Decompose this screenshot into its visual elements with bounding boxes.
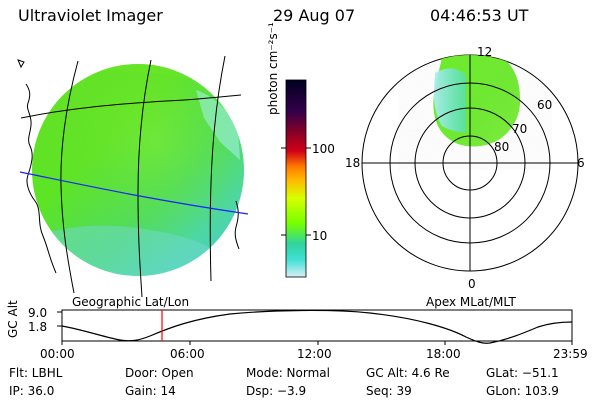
mlt-label-bottom: 0 — [468, 277, 476, 291]
colorbar-panel — [281, 79, 311, 278]
altitude-x-label-0600: 06:00 — [170, 347, 205, 361]
altitude-plot-frame — [61, 309, 573, 342]
latitude-line-north — [20, 94, 242, 119]
magnetic-polar-panel — [361, 54, 579, 272]
capture-time: 04:46:53 UT — [430, 6, 529, 25]
altitude-x-label-1200: 12:00 — [297, 347, 332, 361]
gain-status: Gain: 14 — [125, 384, 176, 398]
mode-status: Mode: Normal — [246, 366, 330, 380]
coastline-left — [25, 83, 57, 274]
polar-lat-label-70: 70 — [512, 122, 528, 136]
gc-altitude-status: GC Alt: 4.6 Re — [366, 366, 450, 380]
altitude-plot-panel — [57, 309, 573, 345]
colorbar-unit-label: photon cm⁻²s⁻¹ — [266, 22, 280, 115]
apex-panel-label: Apex MLat/MLT — [426, 295, 516, 309]
filter-status: Flt: LBHL — [9, 366, 63, 380]
display-title: Ultraviolet Imager — [18, 6, 163, 25]
colorbar-scale — [285, 79, 307, 278]
dsp-status: Dsp: −3.9 — [246, 384, 307, 398]
meridian-3 — [209, 55, 226, 282]
mlt-label-top: 12 — [477, 45, 493, 59]
altitude-y-tick-label-9: 9.0 — [28, 306, 48, 320]
capture-date: 29 Aug 07 — [273, 6, 356, 25]
altitude-x-label-2359: 23:59 — [553, 347, 588, 361]
coastline-right — [234, 200, 240, 250]
geographic-equator-line — [19, 171, 249, 215]
meridian-1 — [60, 60, 79, 294]
ip-status: IP: 36.0 — [9, 384, 55, 398]
sequence-status: Seq: 39 — [366, 384, 412, 398]
geographic-panel-label: Geographic Lat/Lon — [72, 295, 190, 309]
altitude-x-label-1800: 18:00 — [426, 347, 461, 361]
coastline-fragment — [17, 59, 25, 69]
mlt-label-left: 18 — [345, 156, 361, 170]
altitude-curve — [61, 309, 573, 344]
colorbar-label-10: 10 — [312, 229, 328, 243]
geographic-projection-panel — [17, 55, 249, 298]
meridian-2 — [137, 59, 152, 298]
colorbar-label-100: 100 — [312, 142, 335, 156]
polar-lat-label-80: 80 — [494, 140, 510, 154]
glon-status: GLon: 103.9 — [486, 384, 559, 398]
altitude-y-tick-label-1-8: 1.8 — [28, 320, 48, 334]
mlt-label-right: 6 — [577, 156, 585, 170]
altitude-y-label: GC Alt — [6, 300, 20, 338]
glat-status: GLat: −51.1 — [486, 366, 559, 380]
polar-lat-label-60: 60 — [537, 98, 553, 112]
door-status: Door: Open — [125, 366, 194, 380]
altitude-x-label-0000: 00:00 — [40, 347, 75, 361]
